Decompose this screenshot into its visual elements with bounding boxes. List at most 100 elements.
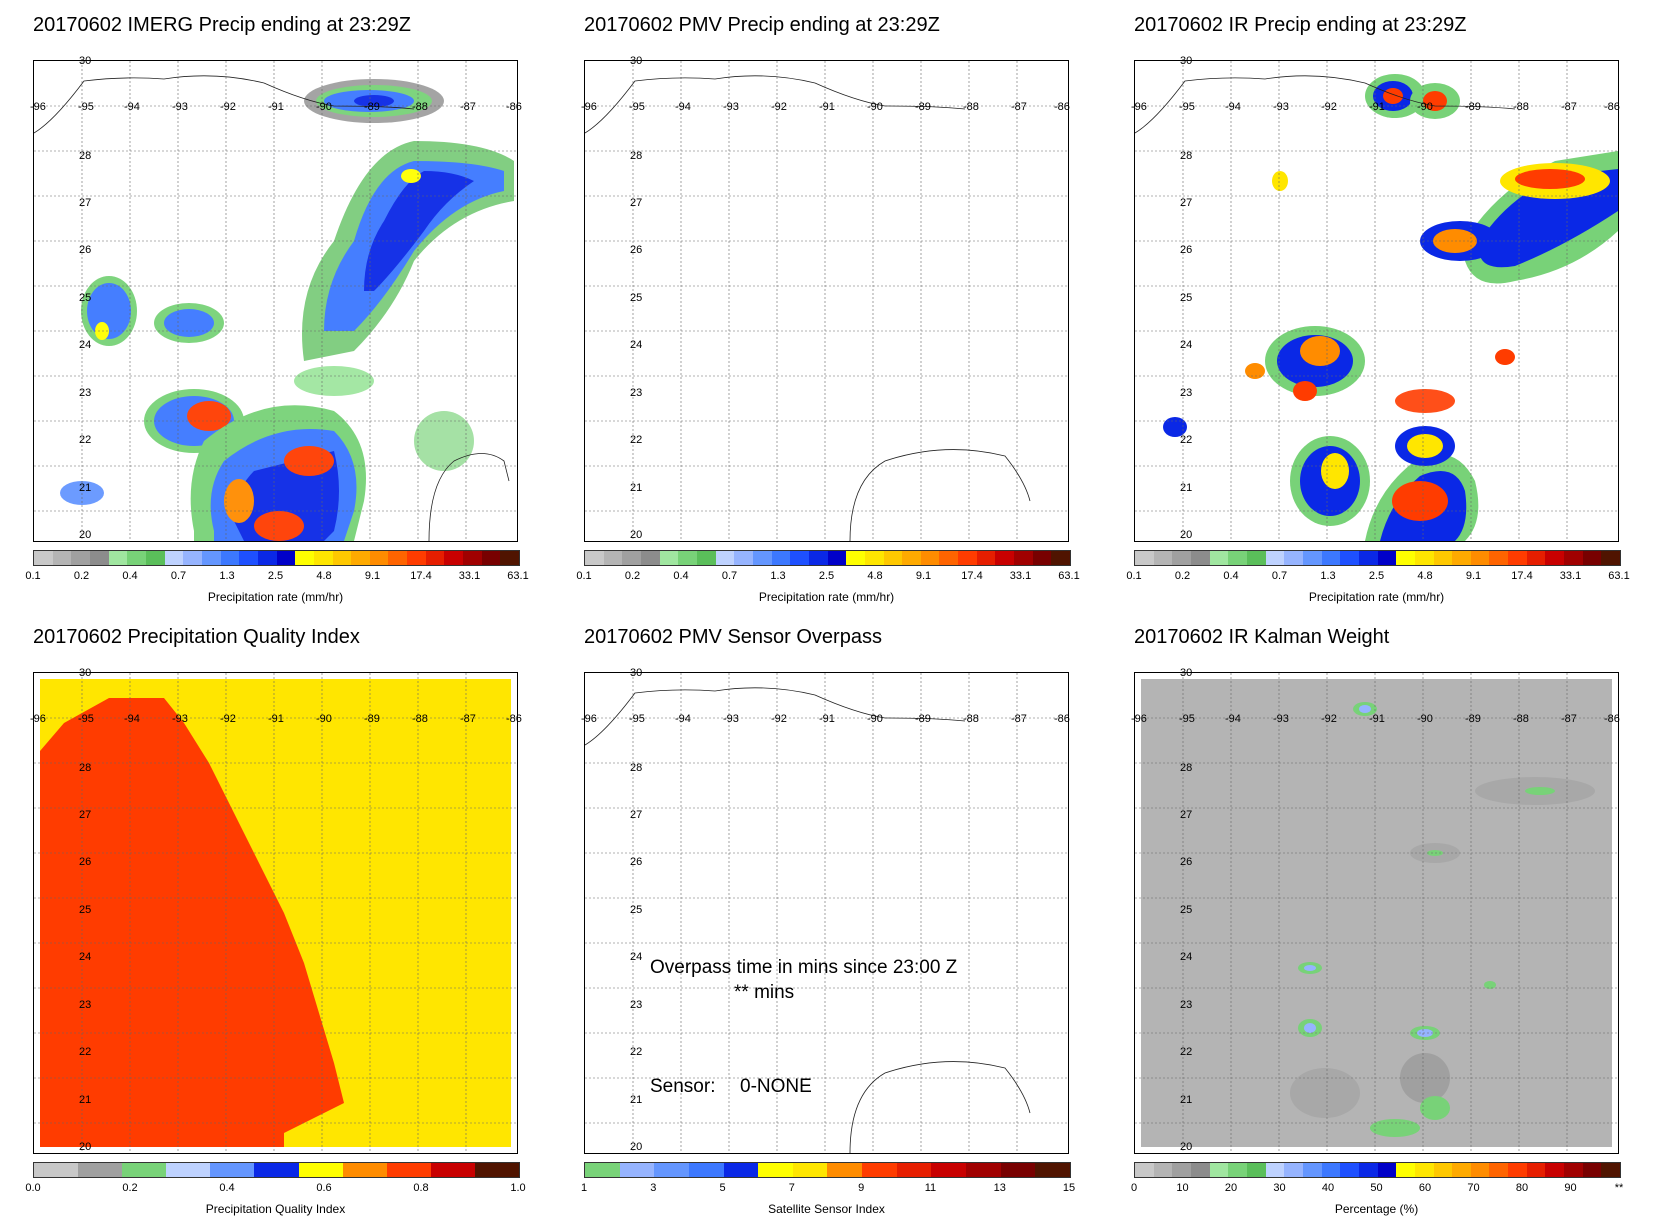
lon-label: -86 xyxy=(1054,101,1070,113)
colorbar-swatch xyxy=(463,551,482,565)
colorbar-swatch xyxy=(1508,1163,1527,1177)
lon-label: -92 xyxy=(220,101,236,113)
precip-colorbar xyxy=(33,550,520,566)
colorbar-tick-label: 60 xyxy=(1418,1182,1432,1194)
colorbar-swatch xyxy=(1000,1163,1036,1177)
colorbar-title: Satellite Sensor Index xyxy=(768,1202,885,1216)
pmv-grid xyxy=(585,61,1068,541)
colorbar-swatch xyxy=(654,1163,689,1177)
lat-label: 28 xyxy=(79,762,92,774)
colorbar-title: Precipitation rate (mm/hr) xyxy=(1308,590,1445,604)
colorbar-tick-label: 1.3 xyxy=(770,570,786,582)
colorbar-tick-label: 0.0 xyxy=(25,1182,41,1194)
overpass-time-label: Overpass time in mins since 23:00 Z xyxy=(650,957,958,978)
lat-label: 28 xyxy=(630,150,643,162)
colorbar-tick-label: 0.2 xyxy=(122,1182,138,1194)
overpass-mins-value: ** mins xyxy=(734,982,795,1003)
colorbar-swatch xyxy=(1190,551,1210,565)
colorbar-swatch xyxy=(71,551,90,565)
colorbar-swatch xyxy=(351,551,370,565)
colorbar-swatch xyxy=(1582,551,1602,565)
lat-label: 27 xyxy=(79,809,92,821)
colorbar-swatch xyxy=(1564,1163,1583,1177)
lat-label: 30 xyxy=(1180,55,1193,67)
colorbar-tick-label: 33.1 xyxy=(1559,570,1582,582)
colorbar-swatch xyxy=(792,1163,828,1177)
lat-label: 30 xyxy=(630,667,643,679)
colorbar-swatch xyxy=(640,551,660,565)
lat-label: 23 xyxy=(1180,387,1193,399)
colorbar-swatch xyxy=(1545,1163,1565,1177)
colorbar-swatch xyxy=(1601,1163,1621,1177)
colorbar-swatch xyxy=(1526,1163,1546,1177)
pqi-grid xyxy=(34,673,517,1153)
panel-title: 20170602 IR Kalman Weight xyxy=(1134,626,1390,648)
colorbar-swatch xyxy=(790,551,809,565)
colorbar-swatch xyxy=(920,551,940,565)
lon-label: -91 xyxy=(268,713,284,725)
kalman-map xyxy=(1134,672,1619,1154)
colorbar-swatch xyxy=(407,551,426,565)
lat-label: 22 xyxy=(79,434,92,446)
lat-label: 26 xyxy=(630,856,643,868)
lon-label: -96 xyxy=(30,101,46,113)
lat-label: 28 xyxy=(79,150,92,162)
ir-grid xyxy=(1135,61,1618,541)
lat-label: 27 xyxy=(630,197,643,209)
colorbar-tick-label: 2.5 xyxy=(1368,570,1385,582)
colorbar-swatch xyxy=(603,551,623,565)
colorbar-swatch xyxy=(862,1163,897,1177)
colorbar-swatch xyxy=(1153,551,1173,565)
lat-label: 20 xyxy=(630,1141,643,1153)
colorbar-tick-label: 0.7 xyxy=(721,570,738,582)
lon-label: -87 xyxy=(1011,101,1027,113)
lon-label: -95 xyxy=(78,713,94,725)
colorbar-swatch xyxy=(1414,1163,1434,1177)
lon-label: -92 xyxy=(1321,713,1337,725)
lon-label: -96 xyxy=(581,101,597,113)
lat-label: 20 xyxy=(79,529,92,541)
colorbar-tick-label: 63.1 xyxy=(1058,570,1080,582)
lat-label: 25 xyxy=(79,904,92,916)
colorbar-swatch xyxy=(771,551,791,565)
panel-title: 20170602 IR Precip ending at 23:29Z xyxy=(1134,14,1467,36)
colorbar-tick-label: 3 xyxy=(650,1182,657,1194)
colorbar-swatch xyxy=(108,551,128,565)
lat-label: 27 xyxy=(1180,197,1193,209)
colorbar-swatch xyxy=(295,551,314,565)
precip-colorbar xyxy=(584,550,1071,566)
colorbar-swatch xyxy=(481,551,501,565)
colorbar-tick-label: 33.1 xyxy=(458,570,481,582)
lon-label: -92 xyxy=(771,101,787,113)
colorbar-swatch xyxy=(939,551,959,565)
colorbar-swatch xyxy=(1172,551,1191,565)
colorbar-tick-label: 40 xyxy=(1321,1182,1335,1194)
lat-label: 30 xyxy=(1180,667,1193,679)
lat-label: 21 xyxy=(630,482,643,494)
colorbar-swatch xyxy=(89,551,109,565)
colorbar-swatch xyxy=(210,1163,255,1177)
lat-label: 20 xyxy=(630,529,643,541)
lon-label: -92 xyxy=(220,713,236,725)
colorbar-swatch xyxy=(1340,551,1359,565)
imerg-panel: 20170602 IMERG Precip ending at 23:29Z xyxy=(0,0,528,604)
colorbar-tick-label: 63.1 xyxy=(1608,570,1630,582)
lon-label: -96 xyxy=(1131,101,1147,113)
colorbar-tick-label: 0 xyxy=(1130,1182,1138,1194)
colorbar-swatch xyxy=(1209,551,1229,565)
colorbar-swatch xyxy=(1284,551,1303,565)
colorbar-swatch xyxy=(1564,551,1583,565)
pqi-map xyxy=(33,672,518,1154)
lat-label: 22 xyxy=(1180,434,1193,446)
colorbar-tick-label: 17.4 xyxy=(410,570,432,582)
colorbar-tick-label: 4.8 xyxy=(316,570,332,582)
colorbar-tick-label: 0.4 xyxy=(219,1182,235,1194)
lon-label: -87 xyxy=(1561,713,1577,725)
ir-precip-field xyxy=(1163,74,1618,541)
colorbar-tick-label: 0.2 xyxy=(1174,570,1191,582)
colorbar-swatch xyxy=(1228,1163,1247,1177)
lat-label: 24 xyxy=(79,951,92,963)
colorbar-tick-label: 2.5 xyxy=(818,570,835,582)
lon-label: -89 xyxy=(1465,101,1481,113)
lat-label: 24 xyxy=(630,951,643,963)
